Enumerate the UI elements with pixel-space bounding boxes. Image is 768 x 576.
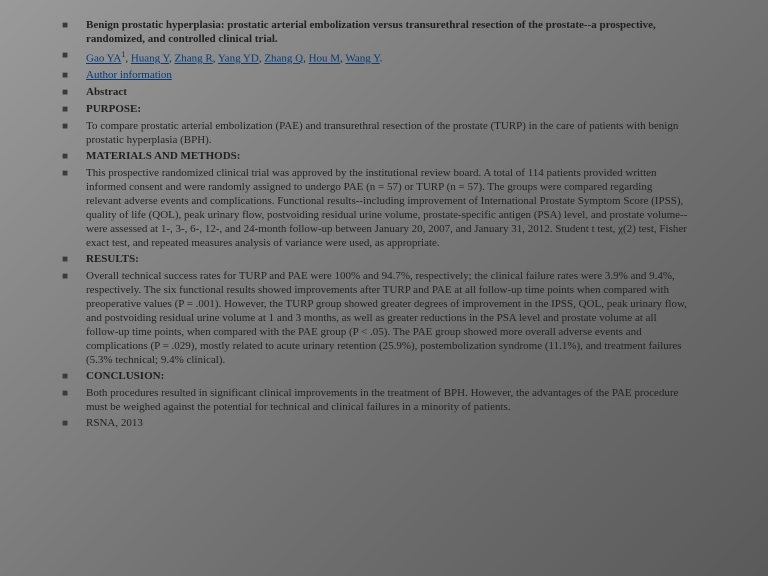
author-info: Author information: [86, 68, 688, 82]
footer-item: ■ RSNA, 2013: [60, 416, 688, 431]
abstract-heading: Abstract: [86, 85, 688, 99]
purpose-body-item: ■ To compare prostatic arterial emboliza…: [60, 119, 688, 147]
author-link[interactable]: Zhang R: [175, 53, 213, 65]
footer-text: RSNA, 2013: [86, 416, 688, 430]
conclusion-hdr-item: ■ CONCLUSION:: [60, 369, 688, 384]
bullet-icon: ■: [60, 369, 86, 384]
results-body-item: ■ Overall technical success rates for TU…: [60, 269, 688, 367]
conclusion-text: Both procedures resulted in significant …: [86, 386, 688, 414]
author-info-link[interactable]: Author information: [86, 69, 172, 81]
author-link[interactable]: Zhang Q: [264, 53, 303, 65]
bullet-icon: ■: [60, 252, 86, 267]
methods-body-item: ■ This prospective randomized clinical t…: [60, 166, 688, 250]
author-link[interactable]: Huang Y: [131, 53, 169, 65]
author-link[interactable]: Gao YA: [86, 53, 121, 65]
authors-item: ■ Gao YA1, Huang Y, Zhang R, Yang YD, Zh…: [60, 48, 688, 66]
bullet-icon: ■: [60, 149, 86, 164]
bullet-icon: ■: [60, 85, 86, 100]
bullet-icon: ■: [60, 48, 86, 63]
abstract-slide: ■ Benign prostatic hyperplasia: prostati…: [0, 0, 768, 451]
bullet-icon: ■: [60, 68, 86, 83]
abstract-item: ■ Abstract: [60, 85, 688, 100]
authorinfo-item: ■ Author information: [60, 68, 688, 83]
author-link[interactable]: Hou M: [309, 53, 340, 65]
purpose-hdr-item: ■ PURPOSE:: [60, 102, 688, 117]
results-text: Overall technical success rates for TURP…: [86, 269, 688, 367]
methods-text: This prospective randomized clinical tri…: [86, 166, 688, 250]
title-item: ■ Benign prostatic hyperplasia: prostati…: [60, 18, 688, 46]
results-hdr-item: ■ RESULTS:: [60, 252, 688, 267]
bullet-icon: ■: [60, 102, 86, 117]
methods-hdr-item: ■ MATERIALS AND METHODS:: [60, 149, 688, 164]
bullet-icon: ■: [60, 386, 86, 401]
bullet-icon: ■: [60, 166, 86, 181]
authors-line: Gao YA1, Huang Y, Zhang R, Yang YD, Zhan…: [86, 48, 688, 66]
author-link[interactable]: Yang YD: [218, 53, 259, 65]
purpose-text: To compare prostatic arterial embolizati…: [86, 119, 688, 147]
purpose-heading: PURPOSE:: [86, 102, 688, 116]
conclusion-body-item: ■ Both procedures resulted in significan…: [60, 386, 688, 414]
bullet-icon: ■: [60, 416, 86, 431]
results-heading: RESULTS:: [86, 252, 688, 266]
bullet-icon: ■: [60, 269, 86, 284]
methods-heading: MATERIALS AND METHODS:: [86, 149, 688, 163]
author-link[interactable]: Wang Y: [345, 53, 379, 65]
bullet-icon: ■: [60, 18, 86, 33]
bullet-icon: ■: [60, 119, 86, 134]
article-title: Benign prostatic hyperplasia: prostatic …: [86, 18, 688, 46]
conclusion-heading: CONCLUSION:: [86, 369, 688, 383]
